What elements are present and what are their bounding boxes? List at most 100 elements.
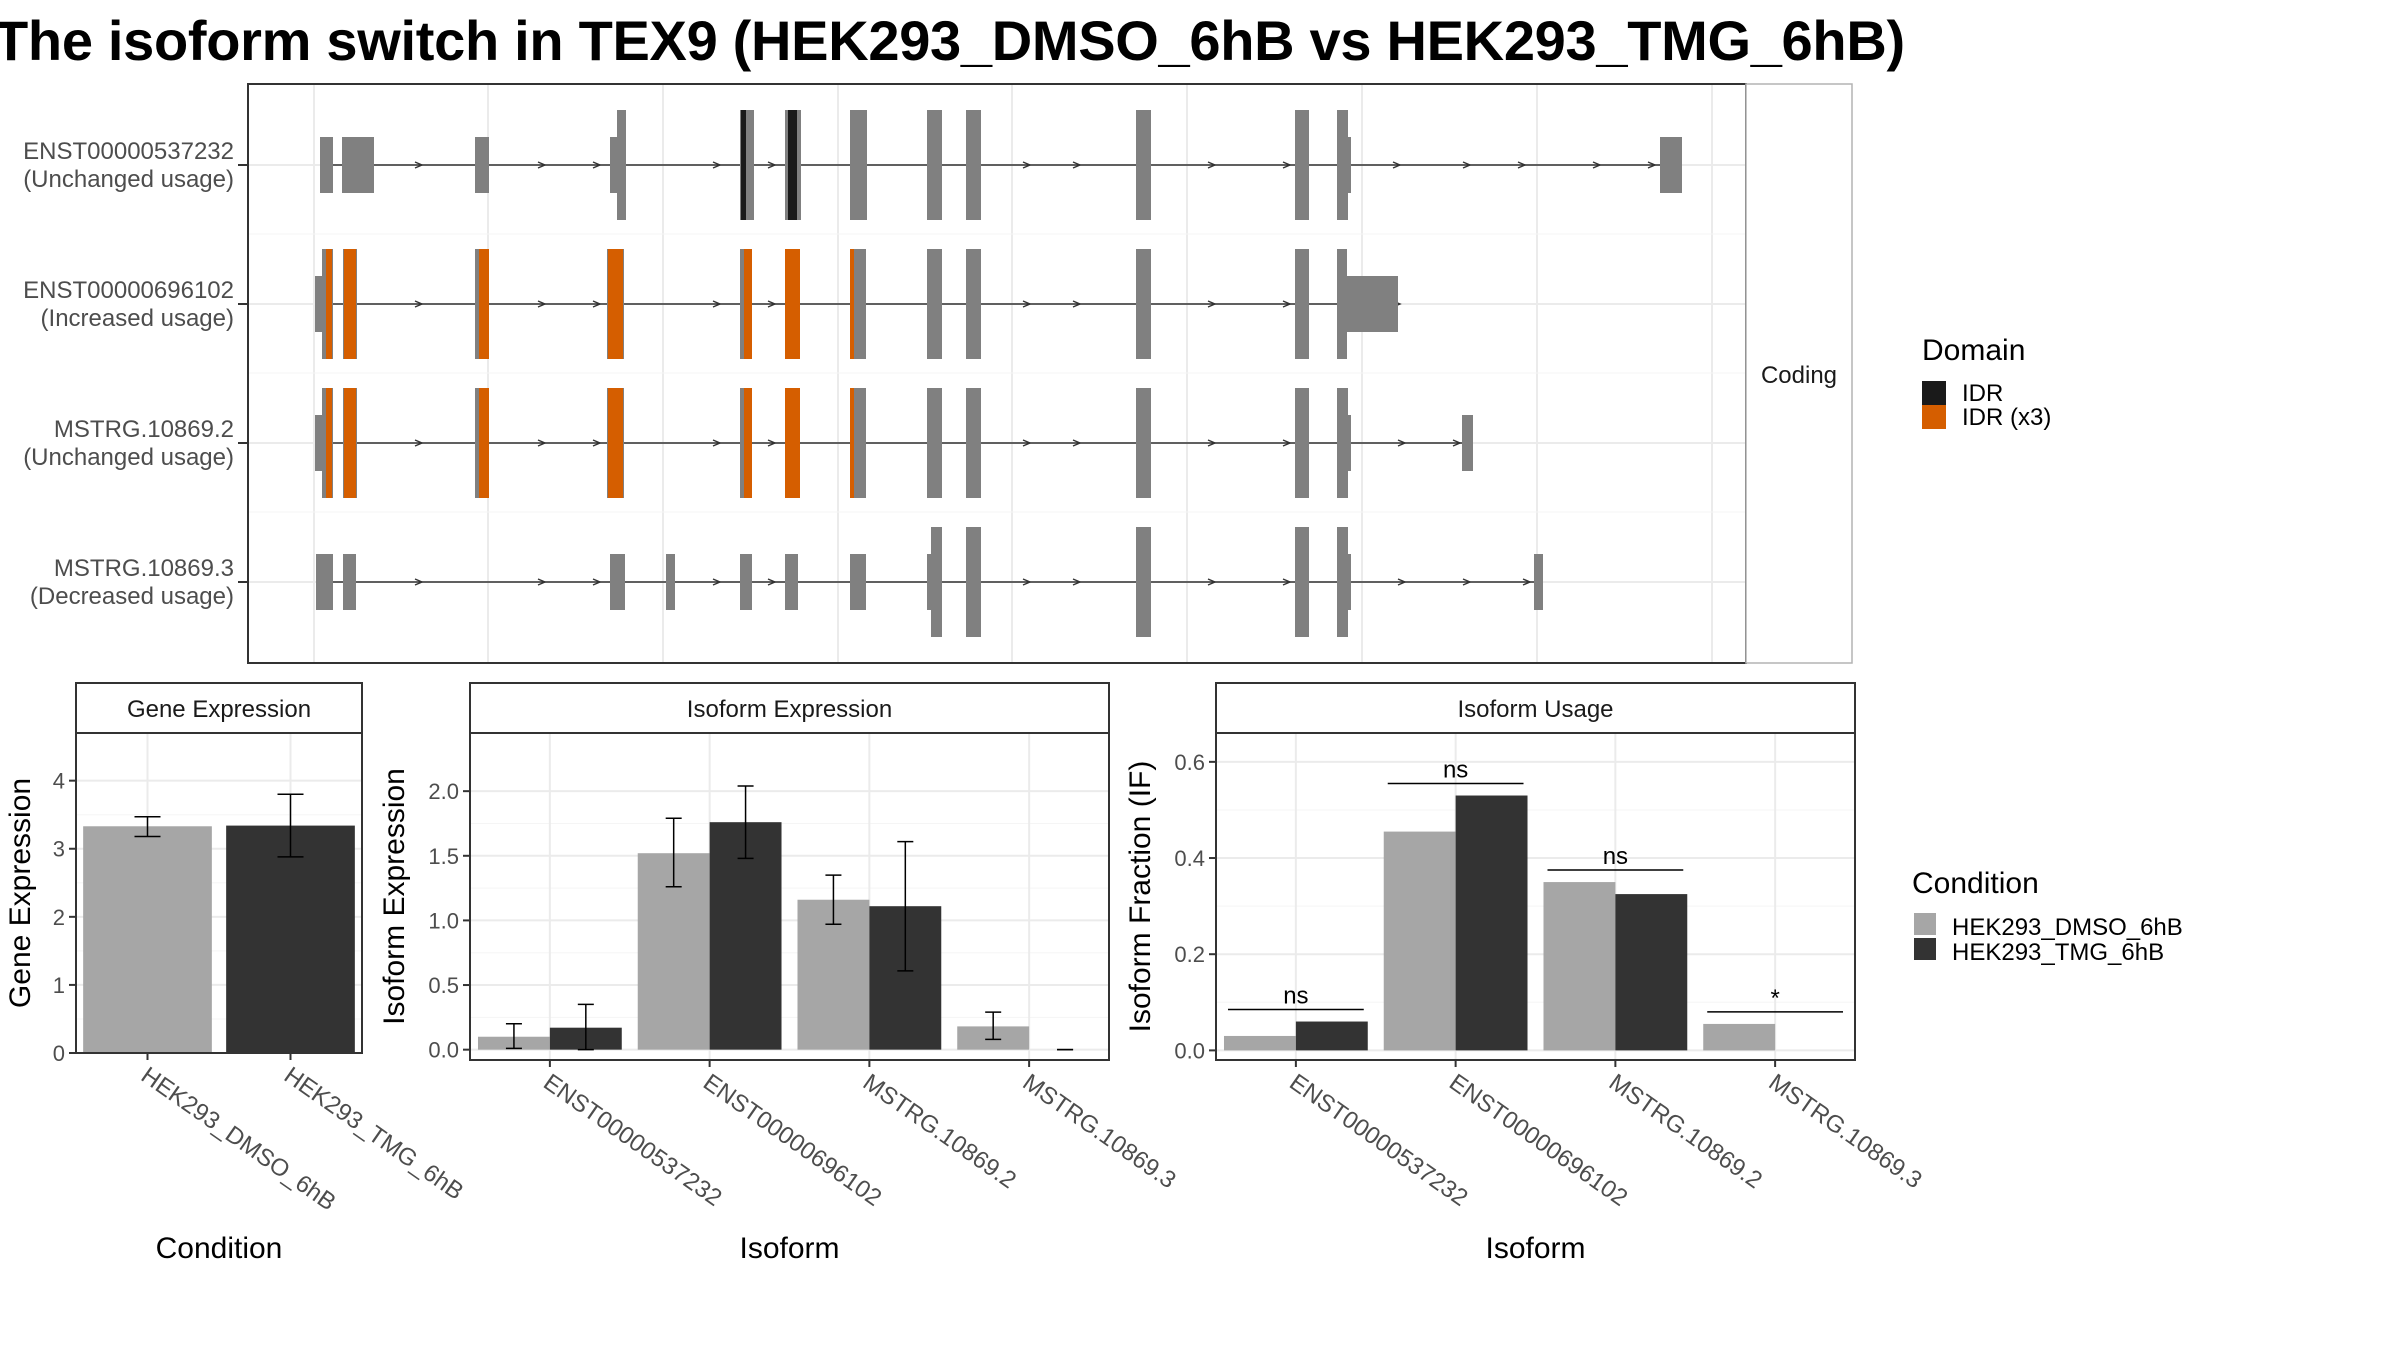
exon [320, 137, 333, 193]
bar [1615, 894, 1688, 1051]
x-tick-label: MSTRG.10869.2 [858, 1069, 1021, 1194]
isoform-usage-label: (Increased usage) [41, 305, 234, 332]
y-tick-label: 2 [53, 905, 65, 930]
exon [785, 554, 798, 610]
intron-arrow [1022, 161, 1032, 169]
exon [1337, 110, 1348, 220]
intron-arrow [1282, 161, 1292, 169]
intron-arrow [414, 439, 424, 447]
exon [479, 388, 489, 498]
condition-legend-label: HEK293_TMG_6hB [1952, 939, 2164, 966]
chart-strip [75, 682, 363, 734]
intron-arrow [592, 300, 602, 308]
intron-arrow [1072, 578, 1082, 586]
condition-legend-title: Condition [1912, 867, 2039, 900]
significance-label: ns [1603, 843, 1628, 870]
y-tick-label: 0.4 [1174, 846, 1205, 871]
intron-arrow [1207, 439, 1217, 447]
y-tick-label: 0.6 [1174, 750, 1205, 775]
domain-legend-title: Domain [1922, 334, 2025, 367]
exon [850, 110, 867, 220]
bar [226, 825, 355, 1053]
y-tick-label: 0.2 [1174, 942, 1205, 967]
exon [326, 249, 332, 359]
intron-arrow [712, 578, 722, 586]
exon [850, 388, 854, 498]
y-tick-label: 3 [53, 837, 65, 862]
exon [1462, 415, 1473, 471]
exon [931, 527, 941, 637]
chart-title: Isoform Usage [1457, 696, 1613, 723]
exon [927, 388, 942, 498]
exon [1337, 527, 1348, 637]
chart-panel-bg [1216, 733, 1855, 1060]
isoform-row-label: MSTRG.10869.2 [54, 416, 234, 443]
x-axis-title: Condition [156, 1232, 283, 1265]
bar [83, 826, 212, 1053]
y-tick-label: 1.0 [428, 908, 459, 933]
exon [1295, 249, 1309, 359]
bar [1223, 1035, 1296, 1051]
isoform-usage-label: (Decreased usage) [30, 583, 234, 610]
exon [1660, 137, 1682, 193]
significance-label: ns [1283, 983, 1308, 1010]
exon [1136, 527, 1151, 637]
intron-arrow [1462, 578, 1472, 586]
intron-arrow [1522, 578, 1532, 586]
strip-label: Coding [1761, 362, 1837, 389]
intron-arrow [414, 161, 424, 169]
bar [1295, 1021, 1368, 1051]
intron-arrow [1022, 439, 1032, 447]
exon [1345, 137, 1351, 193]
bar [1543, 882, 1616, 1051]
y-tick-label: 4 [53, 769, 65, 794]
intron-arrow [1462, 161, 1472, 169]
exon [850, 249, 854, 359]
intron-arrow [1207, 161, 1217, 169]
intron-arrow [1452, 439, 1462, 447]
bar [1455, 795, 1528, 1051]
intron-arrow [712, 439, 722, 447]
intron-arrow [592, 161, 602, 169]
y-tick-label: 0.0 [1174, 1038, 1205, 1063]
significance-label: ns [1443, 756, 1468, 783]
intron-arrow [537, 578, 547, 586]
exon [744, 388, 752, 498]
exon [344, 249, 356, 359]
exon [315, 276, 325, 332]
exon [1136, 388, 1151, 498]
intron-arrow [712, 300, 722, 308]
bar [709, 822, 782, 1050]
exon [316, 554, 333, 610]
chart-panel-bg [470, 733, 1109, 1060]
exon [788, 110, 797, 220]
x-tick-label: MSTRG.10869.3 [1764, 1069, 1927, 1194]
chart-strip [1215, 682, 1856, 734]
y-tick-label: 0 [53, 1041, 65, 1066]
intron-arrow [1022, 300, 1032, 308]
condition-legend-key [1914, 913, 1936, 935]
y-tick-label: 2.0 [428, 779, 459, 804]
exon [1136, 249, 1151, 359]
intron-arrow [712, 161, 722, 169]
condition-legend-label: HEK293_DMSO_6hB [1952, 914, 2183, 941]
x-tick-label: MSTRG.10869.2 [1604, 1069, 1767, 1194]
y-tick-label: 1 [53, 973, 65, 998]
intron-arrow [1072, 300, 1082, 308]
intron-arrow [1282, 439, 1292, 447]
exon [966, 110, 981, 220]
intron-arrow [767, 439, 777, 447]
isoform-row-label: MSTRG.10869.3 [54, 555, 234, 582]
intron-arrow [1022, 578, 1032, 586]
x-tick-label: MSTRG.10869.3 [1018, 1069, 1181, 1194]
y-axis-title: Isoform Fraction (IF) [1124, 761, 1157, 1033]
exon [610, 137, 620, 193]
bar [1703, 1023, 1776, 1051]
exon [479, 249, 489, 359]
x-axis-title: Isoform [739, 1232, 839, 1265]
domain-legend-key [1922, 405, 1946, 429]
chart-title: Gene Expression [127, 696, 311, 723]
intron-arrow [1517, 161, 1527, 169]
